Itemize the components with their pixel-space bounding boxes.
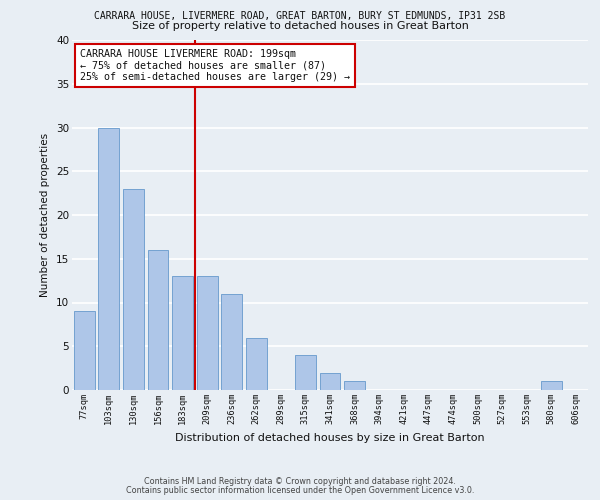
Text: Contains public sector information licensed under the Open Government Licence v3: Contains public sector information licen… [126, 486, 474, 495]
Bar [148, 250, 169, 390]
Bar [197, 276, 218, 390]
Bar [246, 338, 267, 390]
Bar [541, 381, 562, 390]
Bar [344, 381, 365, 390]
Text: CARRARA HOUSE LIVERMERE ROAD: 199sqm
← 75% of detached houses are smaller (87)
2: CARRARA HOUSE LIVERMERE ROAD: 199sqm ← 7… [80, 49, 350, 82]
Y-axis label: Number of detached properties: Number of detached properties [40, 133, 50, 297]
Bar [74, 311, 95, 390]
Bar [123, 188, 144, 390]
Bar [98, 128, 119, 390]
Text: CARRARA HOUSE, LIVERMERE ROAD, GREAT BARTON, BURY ST EDMUNDS, IP31 2SB: CARRARA HOUSE, LIVERMERE ROAD, GREAT BAR… [94, 11, 506, 21]
Bar [295, 355, 316, 390]
Bar [320, 372, 340, 390]
X-axis label: Distribution of detached houses by size in Great Barton: Distribution of detached houses by size … [175, 432, 485, 442]
Text: Size of property relative to detached houses in Great Barton: Size of property relative to detached ho… [131, 21, 469, 31]
Bar [221, 294, 242, 390]
Bar [172, 276, 193, 390]
Text: Contains HM Land Registry data © Crown copyright and database right 2024.: Contains HM Land Registry data © Crown c… [144, 477, 456, 486]
